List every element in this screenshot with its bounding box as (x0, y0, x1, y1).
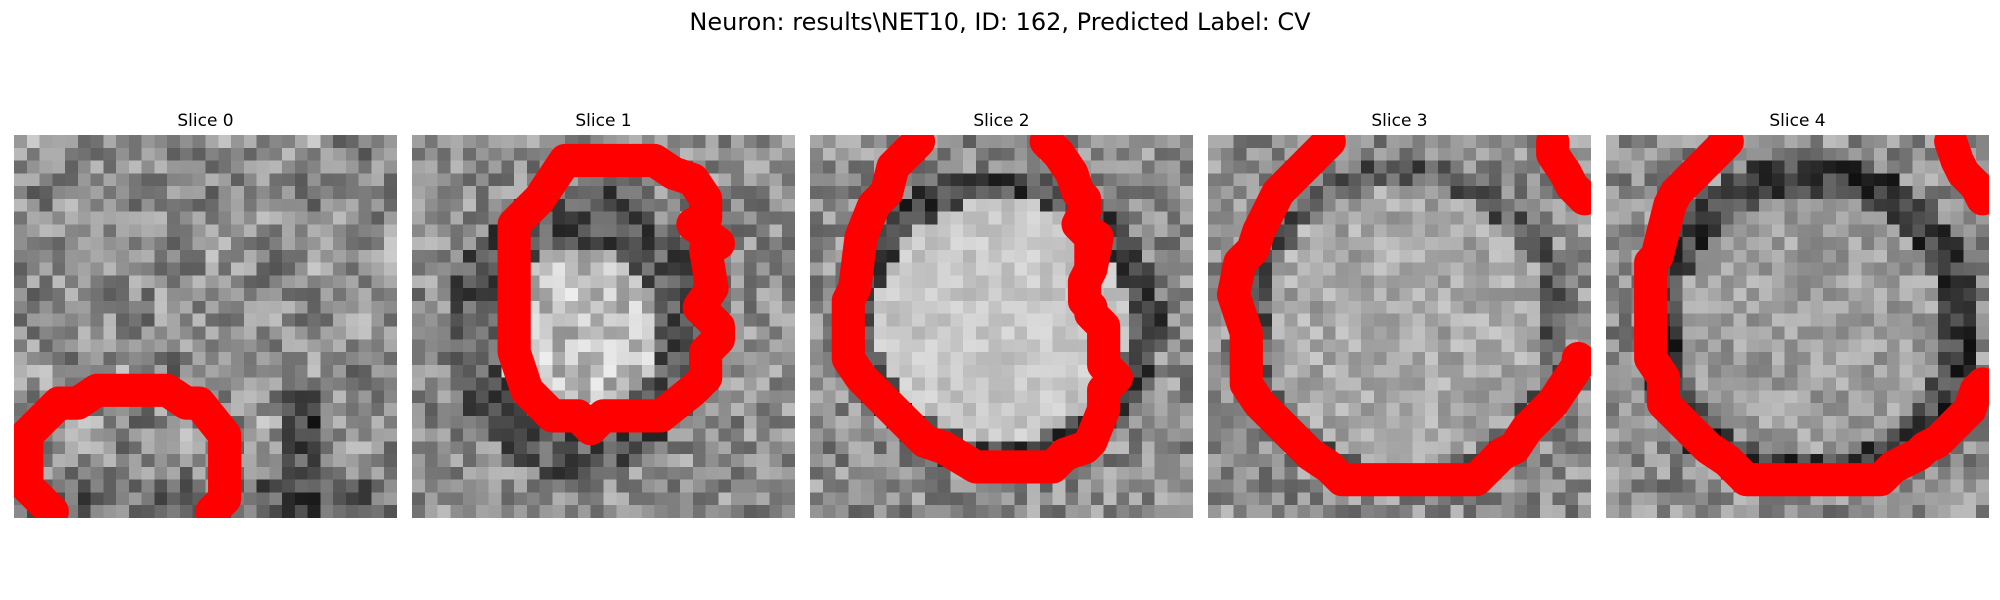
slice-title: Slice 3 (1371, 111, 1428, 131)
red-contour-segmentation (497, 143, 735, 446)
red-contour-segmentation (14, 373, 242, 518)
slice-title: Slice 2 (973, 111, 1030, 131)
grayscale-slice-image (412, 135, 795, 518)
grayscale-slice-image (810, 135, 1193, 518)
slice-title: Slice 4 (1769, 111, 1826, 131)
red-contour-segmentation (831, 135, 1133, 484)
slice-pixel-grid (412, 135, 795, 518)
figure-title: Neuron: results\NET10, ID: 162, Predicte… (689, 8, 1311, 36)
grayscale-slice-image (1208, 135, 1591, 518)
red-contour-segmentation (1634, 135, 1989, 497)
grayscale-slice-image (1606, 135, 1989, 518)
grayscale-slice-image (14, 135, 397, 518)
slice-pixel-grid (14, 135, 397, 518)
slice-title: Slice 1 (575, 111, 632, 131)
red-contour-segmentation (1216, 135, 1591, 497)
slice-title: Slice 0 (177, 111, 234, 131)
